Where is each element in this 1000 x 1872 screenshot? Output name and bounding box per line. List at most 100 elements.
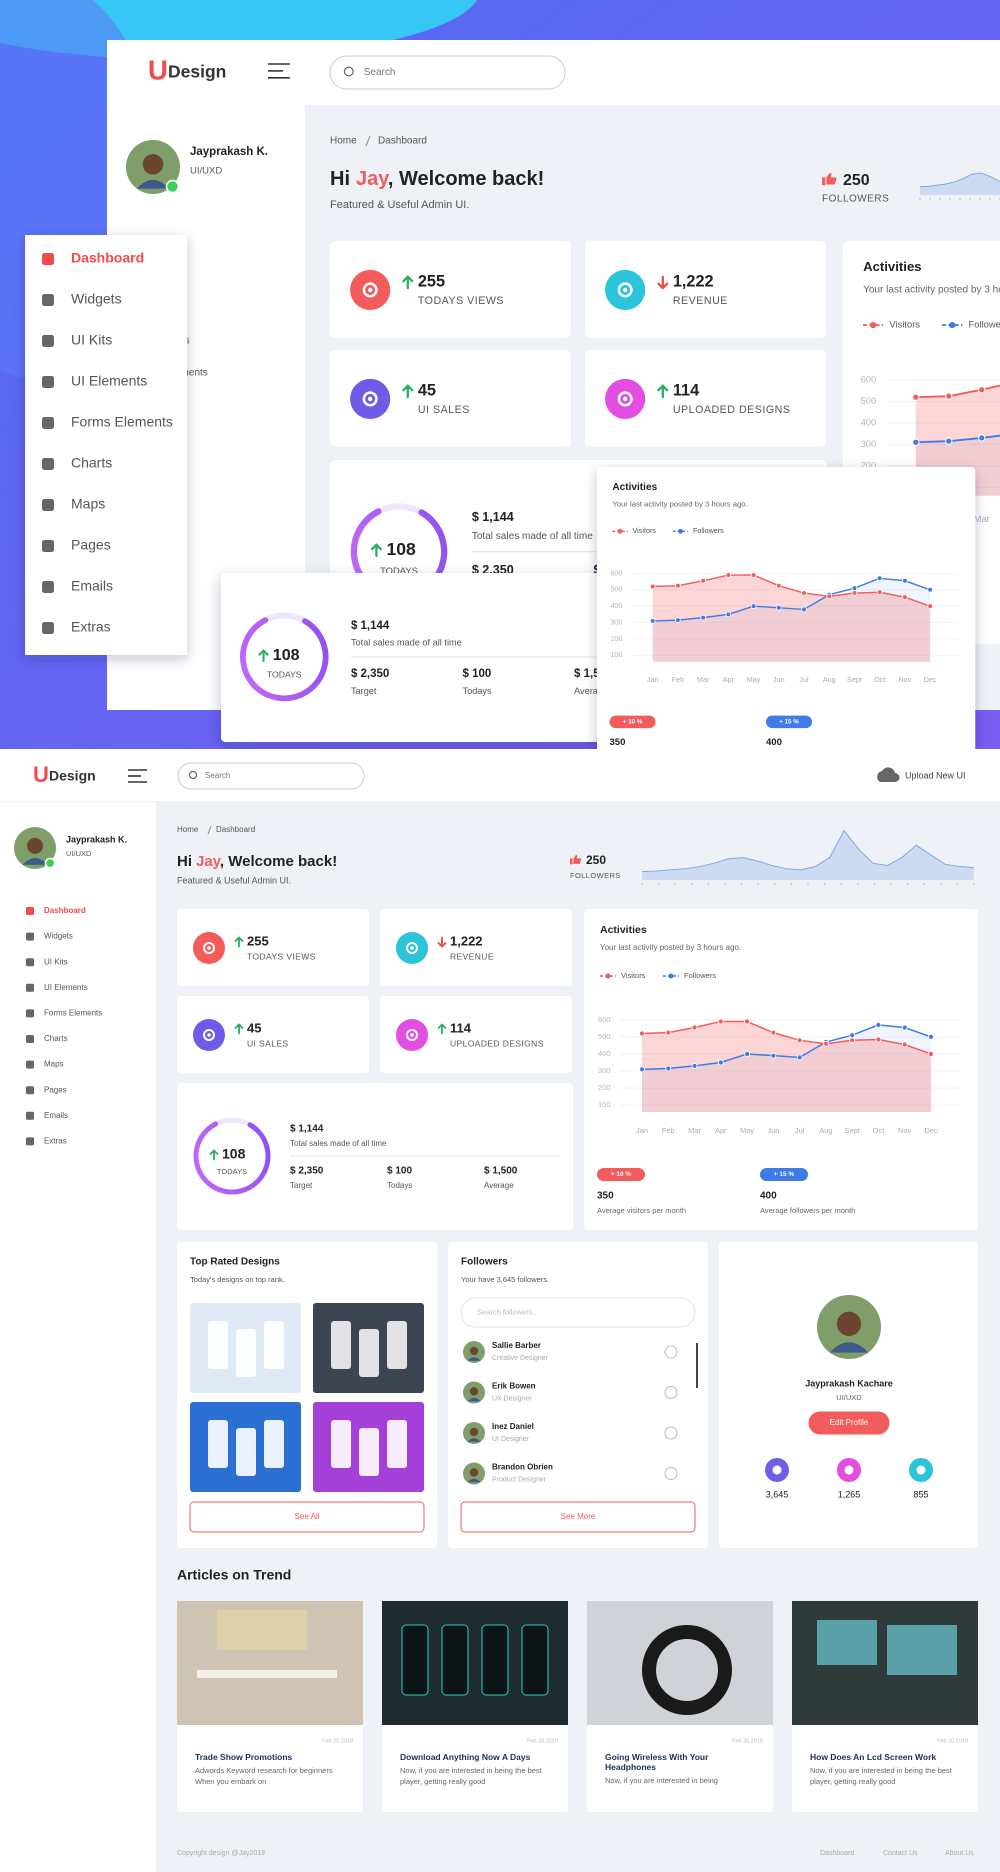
footer-link[interactable]: Contact Us [883,1850,918,1857]
x-tick-label: Oct [874,675,885,684]
button[interactable]: See All [189,1501,425,1533]
message-icon[interactable] [664,1345,678,1359]
sales-item-label: Todays [387,1181,412,1190]
menu-label: UI Kits [71,332,112,348]
trend-up-arrow [657,384,669,399]
menu-icon [42,294,54,306]
search-box[interactable]: Search [177,762,365,790]
menu-item[interactable]: Pages [26,1085,67,1094]
menu-item[interactable]: Maps [42,496,105,512]
series-point [725,572,732,578]
article-card[interactable]: Feb 20,2019 Download Anything Now A Days N… [382,1601,568,1812]
series-area [642,1021,931,1112]
menu-item[interactable]: UI Elements [42,373,147,389]
series-point [750,572,757,578]
article-card[interactable]: Feb 20,2019 Going Wireless With Your Head… [587,1601,773,1812]
series-point [849,1037,856,1044]
search-box[interactable]: Search [329,55,566,90]
greeting: Hi Jay, Welcome back! [177,853,337,870]
footer-link[interactable]: About Us [945,1850,974,1857]
trend-up-arrow [234,936,244,948]
sales-total: $ 1,144 [351,620,390,632]
menu-item[interactable]: Widgets [26,932,73,941]
stat-card [380,996,572,1073]
series-point [801,606,807,613]
design-thumbnail-screen [236,1329,256,1377]
message-icon[interactable] [664,1386,678,1399]
card-title: Followers [461,1257,508,1268]
article-card[interactable]: Feb 20,2019 How Does An Lcd Screen Work No… [792,1601,978,1812]
menu-item[interactable]: UI Elements [26,983,88,992]
upload-button[interactable]: Upload New UI [877,767,966,782]
menu-item[interactable]: Widgets [42,291,122,307]
footer-link[interactable]: Dashboard [820,1850,854,1857]
article-date: Feb 20,2019 [937,1738,968,1744]
sales-item-value: $ 2,350 [290,1166,324,1177]
series-point [770,1052,777,1059]
menu-label: Dashboard [44,906,86,915]
avatar-face [27,837,43,854]
stat-icon-glyph [367,396,373,402]
menu-icon [42,499,54,511]
activity-card [584,909,978,1230]
x-tick-label: Jun [767,1126,779,1135]
button[interactable]: Edit Profile [808,1411,890,1435]
progress-value: 108 [222,1146,246,1162]
avatar-face [469,1468,479,1477]
article-text: Adwords Keyword research for beginners W… [195,1766,333,1786]
change-badge-label: + 15 % [774,1171,795,1178]
menu-item[interactable]: Emails [42,578,113,594]
avatar-body [467,1397,481,1402]
menu-item[interactable]: Maps [26,1060,64,1069]
sales-item-label: Target [290,1181,313,1190]
article-title: Trade Show Promotions [195,1752,293,1762]
menu-item[interactable]: Charts [26,1034,68,1043]
y-tick-label: 300 [610,617,622,626]
menu-item[interactable]: Extras [42,619,111,635]
menu-icon [42,540,54,552]
stat-card-group: 114 UPLOADED DESIGNS [585,350,826,447]
sales-card-group: 108 TODAYS $ 1,144 Total sales made of all … [177,1083,573,1230]
menu-icon [26,983,34,992]
menu-item[interactable]: UI Kits [42,332,112,348]
y-tick-label: 500 [598,1032,611,1041]
change-badge-label: + 10 % [623,719,643,726]
menu-item[interactable]: Pages [42,537,111,553]
series-point [649,583,656,590]
series-point [849,1032,856,1039]
follower-name: Erik Bowen [492,1382,536,1391]
trend-up-arrow [437,1023,447,1035]
message-icon[interactable] [664,1467,678,1480]
menu-label: UI Kits [44,957,68,966]
menu-label: UI Elements [71,373,147,389]
sparkline-line [919,172,1000,188]
avatar-body [22,857,48,865]
button[interactable]: See More [460,1501,696,1533]
follower-search[interactable]: Search followers.. [460,1297,696,1328]
menu-item[interactable]: Dashboard [26,906,86,915]
x-tick-label: Feb [672,675,684,684]
breadcrumb-item: Home [330,136,357,147]
menu-item[interactable]: Extras [26,1137,67,1146]
card-title: Top Rated Designs [190,1257,280,1268]
series-line [652,574,931,607]
menu-item[interactable]: Dashboard [42,250,144,266]
menu-item[interactable]: Forms Elements [42,414,173,430]
article-text-block: How Does An Lcd Screen Work Now, if you a… [810,1752,952,1786]
menu-icon [26,1060,34,1069]
x-tick-label: Mar [974,513,990,524]
message-icon[interactable] [664,1426,678,1440]
menu-item[interactable]: UI Kits [26,957,68,966]
menu-item[interactable]: Emails [26,1111,68,1120]
menu-toggle[interactable] [268,63,290,79]
article-text-wrap: Trade Show Promotions Adwords Keyword res… [195,1752,350,1788]
x-tick-label: Aug [823,675,836,684]
article-card[interactable]: Feb 20,2019 Trade Show Promotions Adwords … [177,1601,363,1812]
legend-dot [605,973,611,979]
menu-toggle[interactable] [128,769,147,783]
menu-item[interactable]: Forms Elements [26,1009,102,1018]
menu-item[interactable]: Charts [42,455,112,471]
y-tick-label: 600 [861,374,877,385]
article-image-detail [521,1624,549,1696]
